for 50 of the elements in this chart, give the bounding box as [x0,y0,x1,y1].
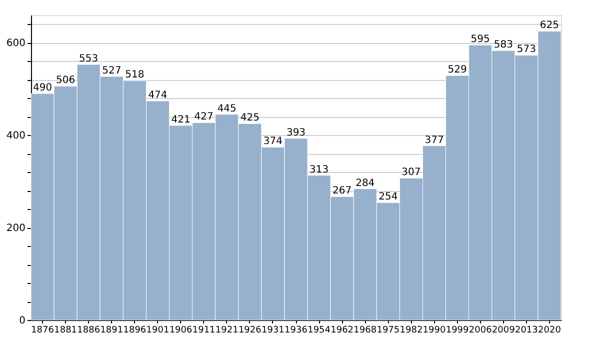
data-label: 518 [125,70,144,81]
x-tick-label: 1886 [77,326,100,336]
y-tick-label: 600 [6,38,26,50]
data-label: 527 [102,65,122,76]
data-label: 427 [194,112,214,123]
data-label: 529 [448,64,467,76]
x-tick-label: 1926 [238,326,262,336]
data-label: 393 [286,127,306,138]
data-label: 313 [309,164,329,176]
data-label: 474 [148,90,168,101]
x-tick-label: 1999 [446,326,470,336]
x-tick-label: 1990 [422,326,446,336]
x-tick-label: 2006 [468,326,492,336]
data-label: 307 [402,167,421,178]
x-tick-label: 1881 [54,326,78,336]
y-tick-label: 400 [6,130,26,142]
data-label: 573 [516,44,536,56]
data-label: 625 [540,20,560,32]
x-tick-label: 2020 [538,326,562,336]
data-label: 553 [79,53,98,64]
data-label: 284 [356,178,375,189]
x-tick-label: 1936 [284,326,308,336]
data-label: 506 [56,75,76,86]
x-tick-label: 1901 [146,326,170,336]
data-label: 377 [424,134,444,146]
data-label: 583 [494,40,513,51]
x-tick-label: 2009 [492,326,516,336]
data-label: 445 [217,103,236,114]
x-tick-label: 1954 [308,326,331,336]
x-tick-label: 1921 [215,326,238,336]
y-tick-label: 0 [19,316,26,326]
data-label: 254 [378,192,398,203]
data-label: 421 [171,114,190,126]
x-tick-label: 1906 [169,326,193,336]
x-tick-label: 1975 [376,326,400,336]
x-tick-label: 1891 [100,326,124,336]
data-label: 267 [332,186,352,197]
x-tick-label: 1896 [123,326,146,336]
x-tick-label: 1982 [400,326,423,336]
data-label: 595 [470,34,490,46]
data-label: 425 [240,112,260,124]
x-tick-label: 1911 [192,326,216,336]
x-tick-label: 1931 [262,326,284,336]
y-tick-label: 200 [6,223,26,234]
x-tick-label: 2013 [514,326,538,336]
data-label: 374 [263,136,283,148]
x-tick-label: 1968 [354,326,377,336]
x-tick-label: 1876 [31,326,54,336]
x-tick-label: 1962 [330,326,354,336]
data-label: 490 [32,82,52,94]
